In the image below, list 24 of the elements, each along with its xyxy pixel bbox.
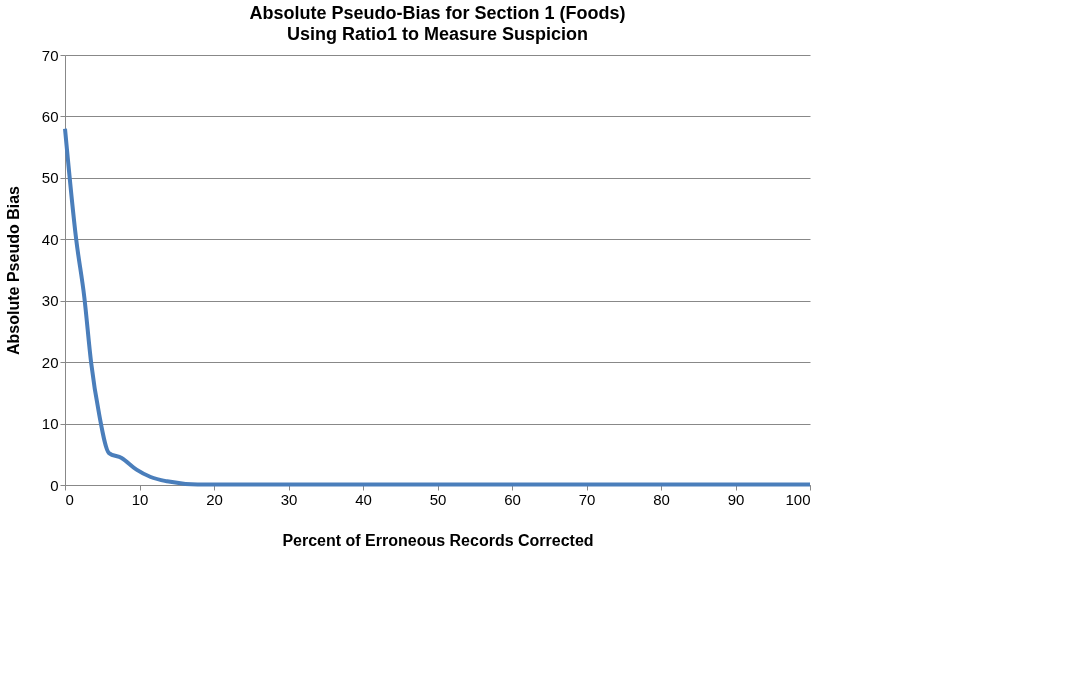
x-tick-label: 20 <box>206 490 223 508</box>
y-tick-label: 70 <box>41 46 59 64</box>
line-series <box>63 126 812 487</box>
chart-title: Absolute Pseudo-Bias for Section 1 (Foods) <box>249 3 626 23</box>
x-tick-label: 40 <box>355 490 372 508</box>
x-tick-label: 50 <box>429 490 447 508</box>
x-tick-label: 100 <box>785 490 811 508</box>
x-tick-label: 10 <box>131 490 149 508</box>
x-tick-label: 80 <box>653 490 670 508</box>
y-tick-label: 40 <box>41 230 59 248</box>
y-tick-label: 50 <box>41 169 59 187</box>
x-tick-label: 70 <box>578 490 596 508</box>
x-tick-label: 60 <box>504 490 521 508</box>
x-tick-label: 90 <box>727 490 745 508</box>
y-tick-label: 10 <box>41 415 59 433</box>
x-tick-label: 30 <box>280 490 298 508</box>
y-tick-label: 0 <box>50 476 59 494</box>
y-axis-title: Absolute Pseudo Bias <box>4 185 22 355</box>
x-tick-label: 0 <box>65 490 74 508</box>
y-tick-label: 60 <box>41 107 59 125</box>
x-axis-title: Percent of Erroneous Records Corrected <box>282 531 594 549</box>
y-tick-label: 20 <box>41 353 59 371</box>
chart-subtitle: Using Ratio1 to Measure Suspicion <box>286 24 589 44</box>
y-tick-label: 30 <box>41 292 59 310</box>
